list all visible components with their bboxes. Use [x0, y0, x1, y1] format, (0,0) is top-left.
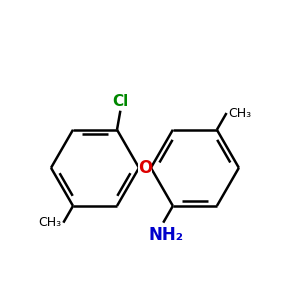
- Text: CH₃: CH₃: [228, 106, 251, 119]
- Text: CH₃: CH₃: [39, 216, 62, 229]
- Text: O: O: [138, 159, 152, 177]
- Text: NH₂: NH₂: [149, 226, 184, 244]
- Text: Cl: Cl: [112, 94, 128, 109]
